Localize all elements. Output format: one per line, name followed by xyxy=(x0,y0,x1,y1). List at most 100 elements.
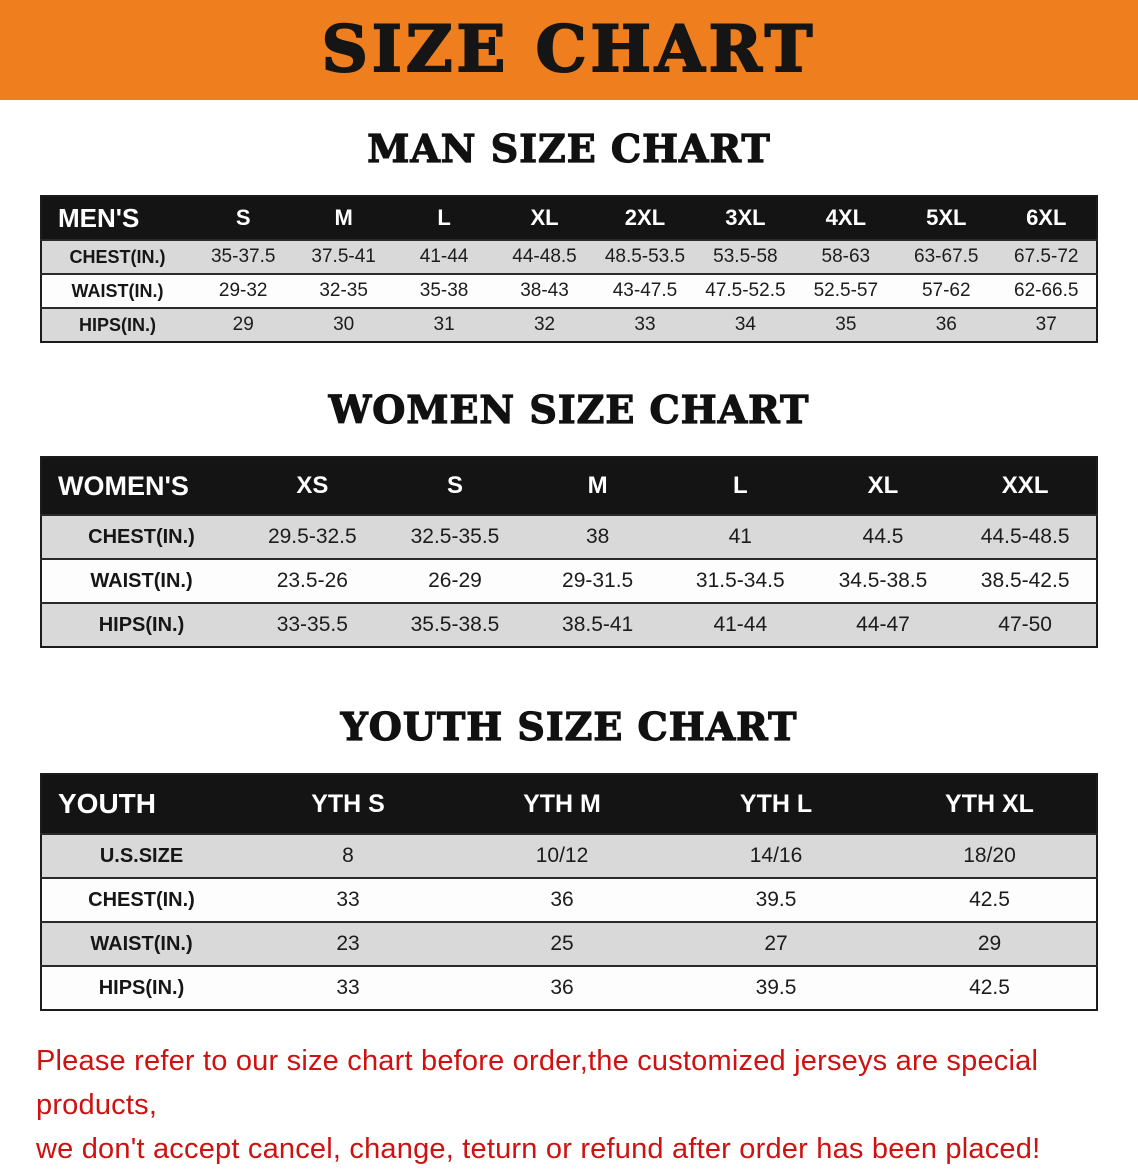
size-value-cell: 33-35.5 xyxy=(241,603,384,647)
size-value-cell: 29 xyxy=(883,922,1097,966)
size-column-header: 6XL xyxy=(996,196,1097,240)
size-column-header: L xyxy=(668,457,812,515)
size-value-cell: 38.5-42.5 xyxy=(954,559,1097,603)
size-value-cell: 33 xyxy=(241,878,455,922)
table-header-row: YOUTH YTH S YTH M YTH L YTH XL xyxy=(41,774,1097,834)
table-row: CHEST(IN.) 29.5-32.5 32.5-35.5 38 41 44.5 44.5… xyxy=(41,515,1097,559)
size-column-header: M xyxy=(293,196,394,240)
size-column-header: S xyxy=(383,457,527,515)
size-column-header: YTH L xyxy=(669,774,883,834)
size-column-header: 5XL xyxy=(896,196,997,240)
table-corner-header: MEN'S xyxy=(41,196,193,240)
size-value-cell: 39.5 xyxy=(669,966,883,1010)
size-value-cell: 29-32 xyxy=(193,274,294,308)
size-value-cell: 48.5-53.5 xyxy=(594,240,696,274)
size-column-header: XL xyxy=(811,457,955,515)
table-corner-header: YOUTH xyxy=(41,774,241,834)
size-value-cell: 26-29 xyxy=(383,559,527,603)
size-value-cell: 57-62 xyxy=(896,274,997,308)
size-value-cell: 31 xyxy=(393,308,495,342)
size-value-cell: 63-67.5 xyxy=(896,240,997,274)
size-value-cell: 44-47 xyxy=(811,603,955,647)
table-header-row: MEN'S S M L XL 2XL 3XL 4XL 5XL 6XL xyxy=(41,196,1097,240)
size-value-cell: 38.5-41 xyxy=(526,603,669,647)
man-size-section: MAN SIZE CHART MEN'S S M L XL 2XL 3XL 4XL 5XL 6XL… xyxy=(0,125,1138,343)
size-value-cell: 38-43 xyxy=(494,274,595,308)
women-size-table: WOMEN'S XS S M L XL XXL CHEST(IN.) 29.5-32.5 32.5… xyxy=(40,456,1098,648)
size-value-cell: 44.5-48.5 xyxy=(954,515,1097,559)
size-value-cell: 44-48.5 xyxy=(494,240,595,274)
size-value-cell: 36 xyxy=(896,308,997,342)
size-column-header: XL xyxy=(494,196,595,240)
size-value-cell: 36 xyxy=(455,966,669,1010)
size-value-cell: 41-44 xyxy=(668,603,812,647)
size-column-header: S xyxy=(193,196,294,240)
table-row: CHEST(IN.) 35-37.5 37.5-41 41-44 44-48.5 48.5… xyxy=(41,240,1097,274)
banner: SIZE CHART xyxy=(0,0,1138,100)
size-value-cell: 37.5-41 xyxy=(293,240,394,274)
size-value-cell: 29-31.5 xyxy=(526,559,669,603)
measurement-label: U.S.SIZE xyxy=(41,834,241,878)
size-value-cell: 52.5-57 xyxy=(795,274,897,308)
notice-line-1: Please refer to our size chart before or… xyxy=(36,1045,1039,1121)
table-corner-header: WOMEN'S xyxy=(41,457,241,515)
table-row: CHEST(IN.) 33 36 39.5 42.5 xyxy=(41,878,1097,922)
youth-section-title: YOUTH SIZE CHART xyxy=(340,703,798,749)
measurement-label: WAIST(IN.) xyxy=(41,559,241,603)
size-column-header: 2XL xyxy=(594,196,696,240)
size-value-cell: 67.5-72 xyxy=(996,240,1097,274)
women-section-title: WOMEN SIZE CHART xyxy=(328,386,810,432)
table-row: WAIST(IN.) 23.5-26 26-29 29-31.5 31.5-34.5 34… xyxy=(41,559,1097,603)
size-column-header: 4XL xyxy=(795,196,897,240)
page-title: SIZE CHART xyxy=(321,12,817,87)
table-row: HIPS(IN.) 33 36 39.5 42.5 xyxy=(41,966,1097,1010)
table-row: WAIST(IN.) 29-32 32-35 35-38 38-43 43-47.5 47.… xyxy=(41,274,1097,308)
size-value-cell: 47-50 xyxy=(954,603,1097,647)
measurement-label: CHEST(IN.) xyxy=(41,515,241,559)
measurement-label: WAIST(IN.) xyxy=(41,274,193,308)
size-value-cell: 18/20 xyxy=(883,834,1097,878)
size-value-cell: 23.5-26 xyxy=(241,559,384,603)
size-value-cell: 23 xyxy=(241,922,455,966)
measurement-label: CHEST(IN.) xyxy=(41,878,241,922)
size-value-cell: 34.5-38.5 xyxy=(811,559,955,603)
table-row: HIPS(IN.) 29 30 31 32 33 34 35 36 37 xyxy=(41,308,1097,342)
size-column-header: YTH XL xyxy=(883,774,1097,834)
size-value-cell: 41 xyxy=(668,515,812,559)
size-value-cell: 14/16 xyxy=(669,834,883,878)
size-column-header: XS xyxy=(241,457,384,515)
size-value-cell: 32-35 xyxy=(293,274,394,308)
size-value-cell: 35.5-38.5 xyxy=(383,603,527,647)
size-value-cell: 36 xyxy=(455,878,669,922)
size-value-cell: 38 xyxy=(526,515,669,559)
size-value-cell: 25 xyxy=(455,922,669,966)
size-column-header: 3XL xyxy=(695,196,796,240)
measurement-label: CHEST(IN.) xyxy=(41,240,193,274)
youth-size-section: YOUTH SIZE CHART YOUTH YTH S YTH M YTH L YTH… xyxy=(0,703,1138,1011)
table-row: WAIST(IN.) 23 25 27 29 xyxy=(41,922,1097,966)
size-value-cell: 33 xyxy=(241,966,455,1010)
size-value-cell: 31.5-34.5 xyxy=(668,559,812,603)
youth-size-table: YOUTH YTH S YTH M YTH L YTH XL U.S.SIZE 8 10/12… xyxy=(40,773,1098,1011)
size-value-cell: 58-63 xyxy=(795,240,897,274)
size-value-cell: 44.5 xyxy=(811,515,955,559)
size-value-cell: 62-66.5 xyxy=(996,274,1097,308)
size-value-cell: 37 xyxy=(996,308,1097,342)
size-column-header: YTH M xyxy=(455,774,669,834)
size-column-header: XXL xyxy=(954,457,1097,515)
table-row: HIPS(IN.) 33-35.5 35.5-38.5 38.5-41 41-44 44-… xyxy=(41,603,1097,647)
size-value-cell: 30 xyxy=(293,308,394,342)
size-value-cell: 8 xyxy=(241,834,455,878)
measurement-label: WAIST(IN.) xyxy=(41,922,241,966)
notice-line-2: we don't accept cancel, change, teturn o… xyxy=(36,1133,1041,1165)
size-column-header: YTH S xyxy=(241,774,455,834)
women-size-section: WOMEN SIZE CHART WOMEN'S XS S M L XL XXL CHEST(… xyxy=(0,386,1138,648)
size-value-cell: 32 xyxy=(494,308,595,342)
size-value-cell: 47.5-52.5 xyxy=(695,274,796,308)
order-notice: Please refer to our size chart before or… xyxy=(36,1039,1138,1171)
size-value-cell: 42.5 xyxy=(883,966,1097,1010)
size-value-cell: 29 xyxy=(193,308,294,342)
size-value-cell: 33 xyxy=(594,308,696,342)
size-column-header: L xyxy=(393,196,495,240)
